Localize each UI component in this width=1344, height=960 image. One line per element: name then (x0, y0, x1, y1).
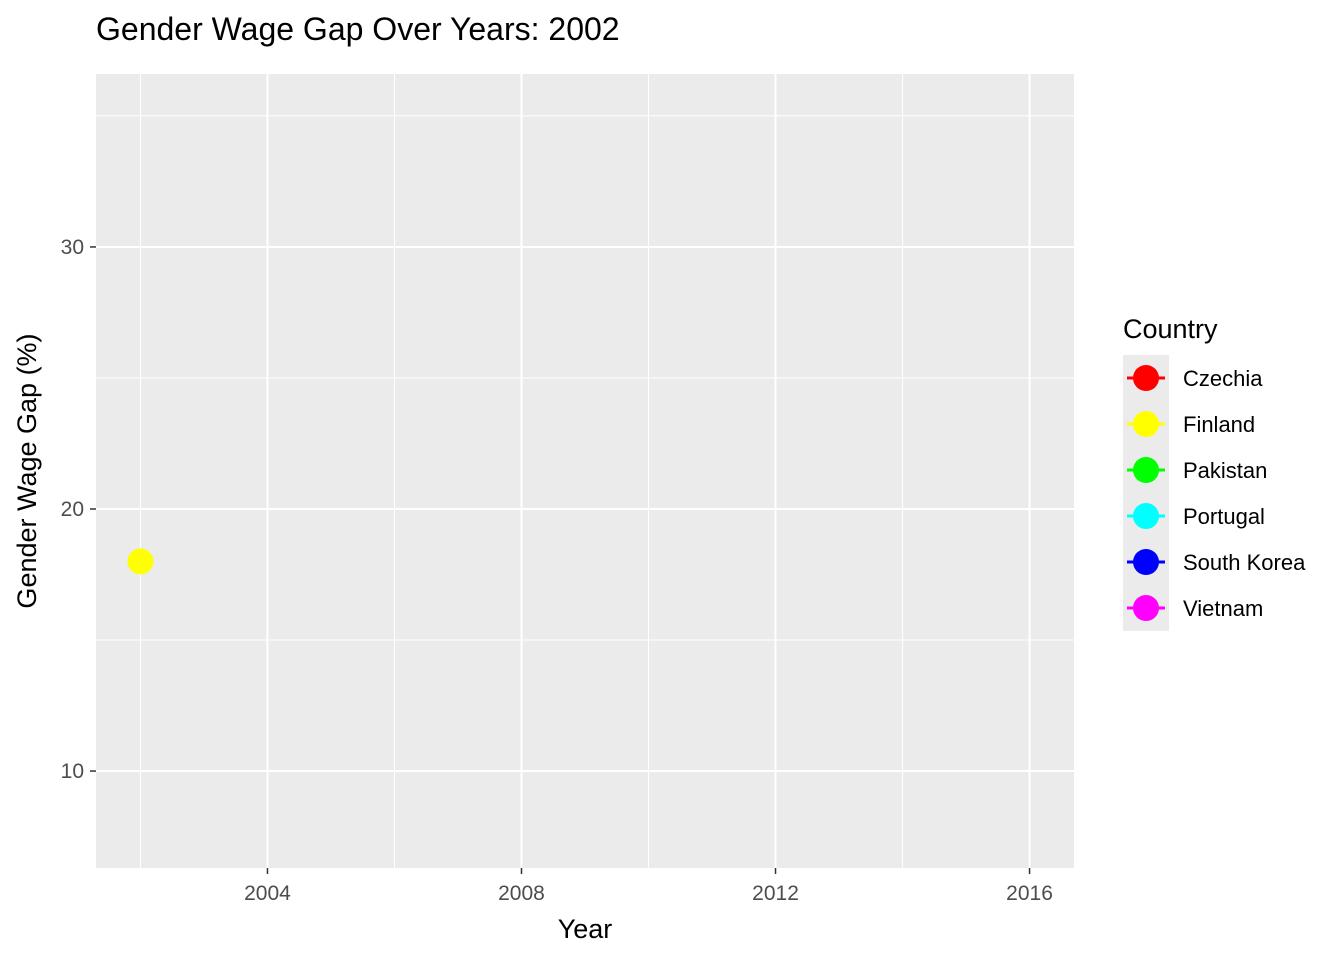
x-axis: 2004 2008 2012 2016 (244, 868, 1053, 905)
panel-background (96, 74, 1074, 868)
legend-label-pakistan: Pakistan (1183, 458, 1267, 483)
legend-key-finland (1133, 411, 1159, 437)
legend-entries: Czechia Finland Pakistan Portugal South Kore… (1123, 355, 1306, 631)
x-tick-label: 2016 (1006, 882, 1053, 905)
legend-key-background (1123, 355, 1169, 631)
y-tick-label: 10 (61, 760, 84, 783)
y-tick-label: 20 (61, 498, 84, 521)
legend-key-south-korea (1133, 549, 1159, 575)
legend-key-pakistan (1133, 457, 1159, 483)
data-point-finland (127, 548, 154, 575)
legend-label-czechia: Czechia (1183, 366, 1263, 391)
legend-key-vietnam (1133, 595, 1159, 621)
y-tick-label: 30 (61, 236, 84, 259)
x-tick-label: 2004 (244, 882, 291, 905)
y-axis-label: Gender Wage Gap (%) (12, 333, 42, 608)
x-tick-label: 2012 (752, 882, 799, 905)
legend-label-finland: Finland (1183, 412, 1255, 437)
legend-key-czechia (1133, 365, 1159, 391)
x-axis-label: Year (558, 914, 613, 944)
legend-key-portugal (1133, 503, 1159, 529)
x-tick-label: 2008 (498, 882, 545, 905)
legend: Country Czechia Finland Pakistan Portugal So… (1123, 314, 1306, 631)
legend-title: Country (1123, 314, 1218, 344)
legend-label-south-korea: South Korea (1183, 550, 1306, 575)
legend-label-vietnam: Vietnam (1183, 596, 1263, 621)
legend-label-portugal: Portugal (1183, 504, 1265, 529)
chart-title: Gender Wage Gap Over Years: 2002 (96, 11, 620, 47)
plot-panel (96, 74, 1074, 868)
y-axis: 10 20 30 (61, 236, 96, 783)
